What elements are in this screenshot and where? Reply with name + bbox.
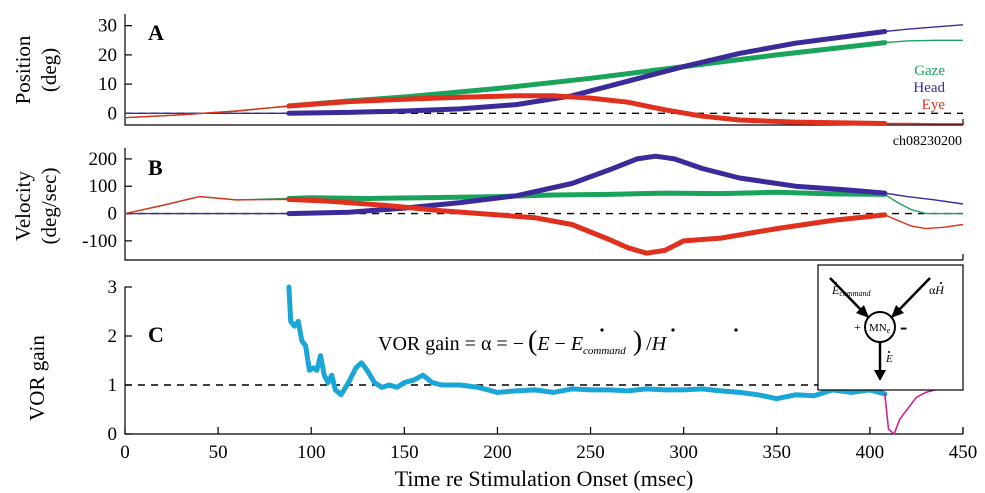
- y-tick-label: 0: [108, 103, 118, 124]
- panel-b: B Velocity (deg/sec) -100 0 100 200: [11, 148, 964, 261]
- inset-arrowhead-output: [874, 370, 886, 381]
- series-head-tail: [884, 192, 964, 205]
- series-eye-pre: [124, 105, 289, 119]
- y-tick-label: 10: [98, 74, 117, 95]
- panel-a-label: A: [148, 20, 164, 45]
- x-tick-label: 0: [120, 442, 130, 463]
- panel-b-series: [124, 153, 964, 256]
- x-tick-label: 300: [669, 442, 698, 463]
- x-tick-label: 150: [390, 442, 419, 463]
- inset-input-left-label: Ecommand: [831, 283, 871, 298]
- series-eye: [286, 196, 888, 256]
- inset-dot-output: [888, 351, 890, 353]
- series-head-tail: [884, 24, 964, 33]
- panel-a-ylabel-line2: (deg): [37, 48, 61, 92]
- panel-a-ylabel-line1: Position: [11, 35, 35, 104]
- inset-arrowhead-right: [891, 305, 904, 318]
- x-tick-label: 50: [209, 442, 228, 463]
- y-tick-label: 200: [89, 149, 118, 170]
- panel-a-axes: 0 10 20 30: [98, 14, 964, 126]
- legend-eye: Eye: [922, 97, 946, 113]
- panel-b-ylabel-line2: (deg/sec): [37, 168, 61, 245]
- legend-gaze: Gaze: [914, 63, 945, 79]
- x-tick-label: 200: [483, 442, 512, 463]
- equation-dot-ecmd: [671, 328, 675, 332]
- equation-text: VOR gain = α = − (E − Ecommand )/H: [378, 326, 668, 357]
- y-tick-label: 0: [108, 204, 118, 225]
- series-gaze-tail: [884, 39, 963, 44]
- panel-a-series: [124, 24, 964, 126]
- inset-plus: +: [854, 320, 861, 334]
- equation-dot-h: [734, 328, 738, 332]
- inset-node-label: MNe: [869, 322, 891, 335]
- panel-c: C VOR gain 0 1 2 3 0 50 100 150 200 250 300 350 400 4…: [25, 264, 978, 491]
- y-tick-label: 0: [108, 424, 118, 445]
- inset-minus: -: [900, 314, 907, 339]
- panel-b-ylabel-line1: Velocity: [11, 171, 35, 241]
- legend-head: Head: [913, 80, 945, 96]
- inset-dot-left: [835, 282, 837, 284]
- x-axis-label: Time re Stimulation Onset (msec): [395, 466, 694, 491]
- series-eye-tail: [884, 214, 964, 230]
- y-tick-label: 2: [108, 326, 118, 347]
- panel-b-label: B: [148, 155, 163, 180]
- panel-c-axes: 0 1 2 3 0 50 100 150 200 250 300 350 400 450: [108, 277, 978, 463]
- axis-frame: [124, 148, 963, 261]
- panel-a: A Position (deg) 0 10 20 30 Gaze Head Eye c…: [11, 14, 964, 149]
- inset-dot-right: [940, 282, 942, 284]
- y-tick-label: 100: [89, 176, 118, 197]
- panel-b-axes: -100 0 100 200: [82, 148, 964, 261]
- series-eye-pre: [124, 195, 289, 215]
- series-gain: [286, 284, 888, 402]
- y-tick-label: 20: [98, 45, 117, 66]
- series-eye: [286, 93, 888, 126]
- vor-gain-equation: VOR gain = α = − (E − Ecommand )/H: [378, 326, 738, 357]
- x-tick-label: 450: [949, 442, 978, 463]
- mn-inset-diagram: MNe + - Ecommand αH E: [817, 264, 964, 391]
- inset-output-label: E: [885, 353, 893, 365]
- inset-input-right-label: αH: [929, 283, 945, 297]
- y-tick-label: 1: [108, 375, 118, 396]
- series-head: [286, 29, 888, 116]
- y-tick-label: 30: [98, 16, 117, 37]
- x-tick-label: 100: [297, 442, 326, 463]
- record-id: ch08230200: [893, 134, 962, 149]
- series-gaze: [286, 189, 888, 201]
- series-head: [286, 153, 888, 217]
- inset-input-right-arrow: [895, 277, 931, 314]
- panel-c-label: C: [148, 322, 164, 347]
- panel-c-ylabel: VOR gain: [25, 335, 49, 421]
- y-tick-label: -100: [82, 231, 117, 252]
- series-gaze-tail: [884, 193, 963, 215]
- equation-dot-e: [600, 328, 604, 332]
- y-tick-label: 3: [108, 277, 118, 298]
- x-tick-label: 350: [763, 442, 792, 463]
- axis-frame: [124, 14, 963, 126]
- inset-arrowhead-left: [856, 305, 869, 318]
- x-tick-label: 250: [576, 442, 605, 463]
- x-tick-label: 400: [856, 442, 885, 463]
